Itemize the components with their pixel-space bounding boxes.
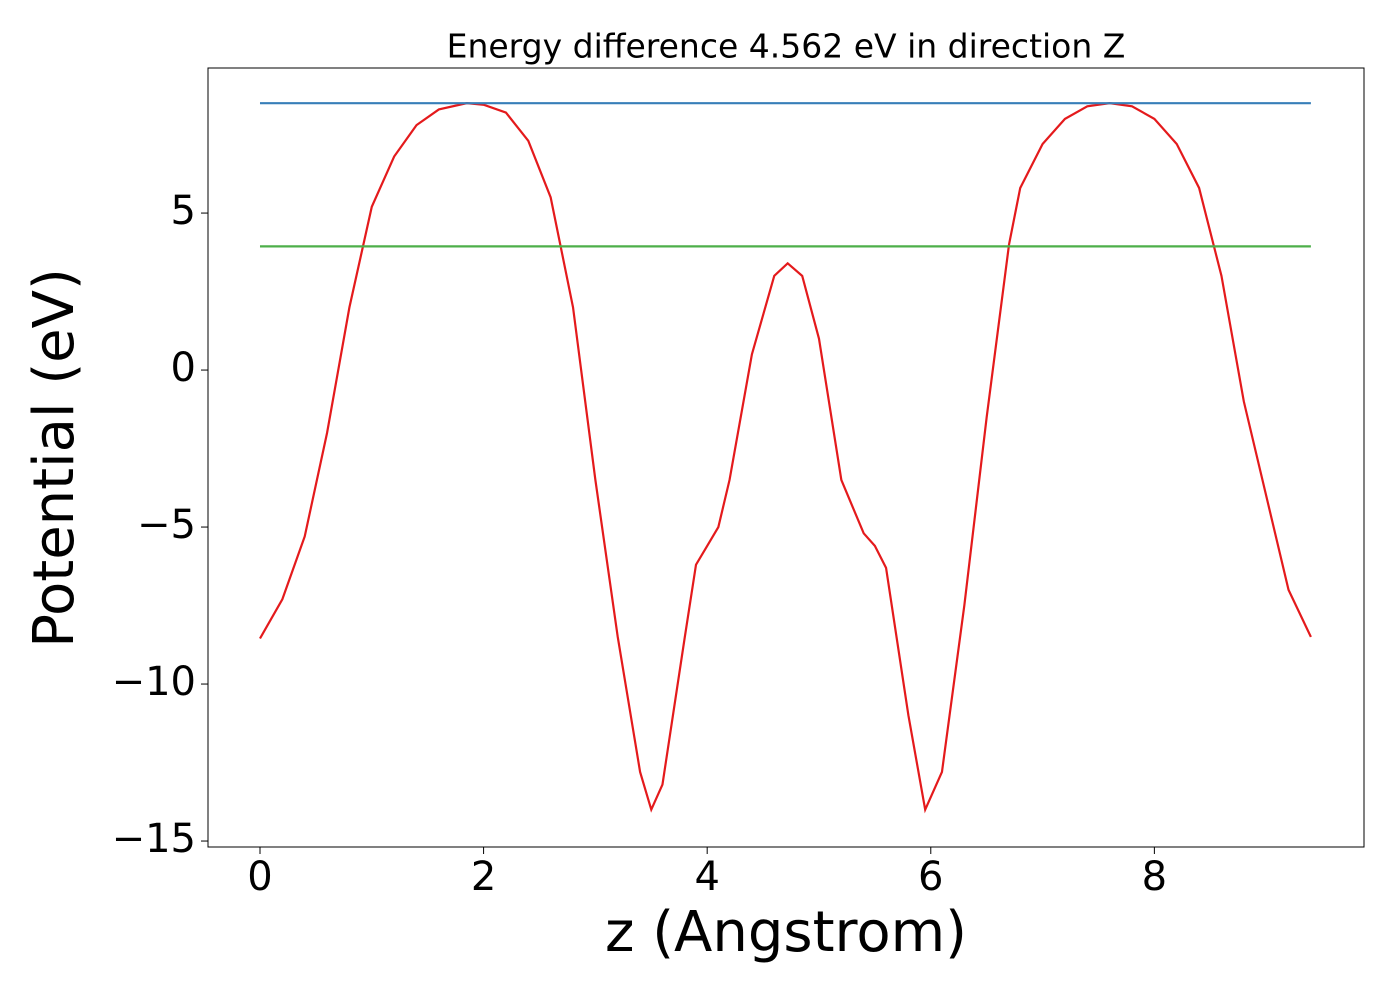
y-tick-label: −5 xyxy=(137,502,196,548)
y-tick-label: 0 xyxy=(171,345,196,391)
y-tick-label: −10 xyxy=(112,659,196,705)
x-tick-label: 6 xyxy=(918,854,943,900)
y-tick-label: −15 xyxy=(112,816,196,862)
chart-title: Energy difference 4.562 eV in direction … xyxy=(447,27,1126,66)
x-tick-label: 2 xyxy=(471,854,496,900)
x-tick-label: 8 xyxy=(1142,854,1167,900)
y-axis-label: Potential (eV) xyxy=(22,268,87,648)
x-tick-label: 0 xyxy=(247,854,272,900)
y-tick-label: 5 xyxy=(171,188,196,234)
x-axis-label: z (Angstrom) xyxy=(605,900,967,965)
x-tick-label: 4 xyxy=(694,854,719,900)
plot-frame xyxy=(207,67,1365,848)
